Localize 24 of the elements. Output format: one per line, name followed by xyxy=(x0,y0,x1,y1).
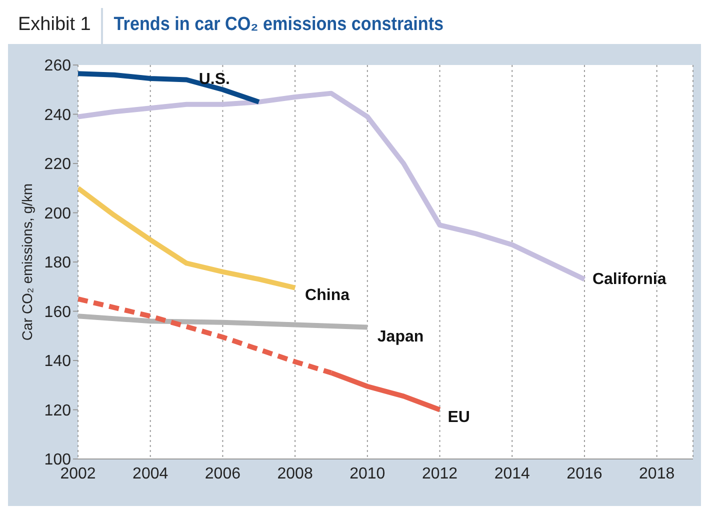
y-tick-label: 160 xyxy=(44,304,72,321)
x-tick-label: 2010 xyxy=(350,465,386,482)
text: Exhibit 1 xyxy=(8,8,103,44)
x-tick-label: 2006 xyxy=(204,465,241,482)
y-tick-label: 240 xyxy=(44,106,72,124)
y-tick-label: 180 xyxy=(44,254,72,272)
series-label: EU xyxy=(448,408,470,426)
y-tick-label: 140 xyxy=(44,353,72,370)
x-tick-label: 2008 xyxy=(277,465,313,482)
x-tick-label: 2012 xyxy=(422,465,458,482)
series-label: U.S. xyxy=(198,70,230,88)
x-tick-label: 2016 xyxy=(566,465,602,482)
y-tick-label: 260 xyxy=(44,58,72,75)
series-label: China xyxy=(305,286,350,304)
x-tick-label: 2004 xyxy=(132,465,168,482)
series-label: California xyxy=(592,271,666,288)
y-tick-label: 120 xyxy=(44,402,72,420)
y-tick-label: 220 xyxy=(44,156,72,174)
y-tick-label: 200 xyxy=(44,205,72,222)
chart-title: Trends in car CO₂ emissions constraints xyxy=(112,13,444,37)
x-tick-label: 2018 xyxy=(639,465,675,482)
x-tick-label: 2014 xyxy=(494,465,530,482)
y-axis-title: Car CO₂ emissions, g/km xyxy=(19,183,35,341)
series-label: Japan xyxy=(377,328,424,346)
